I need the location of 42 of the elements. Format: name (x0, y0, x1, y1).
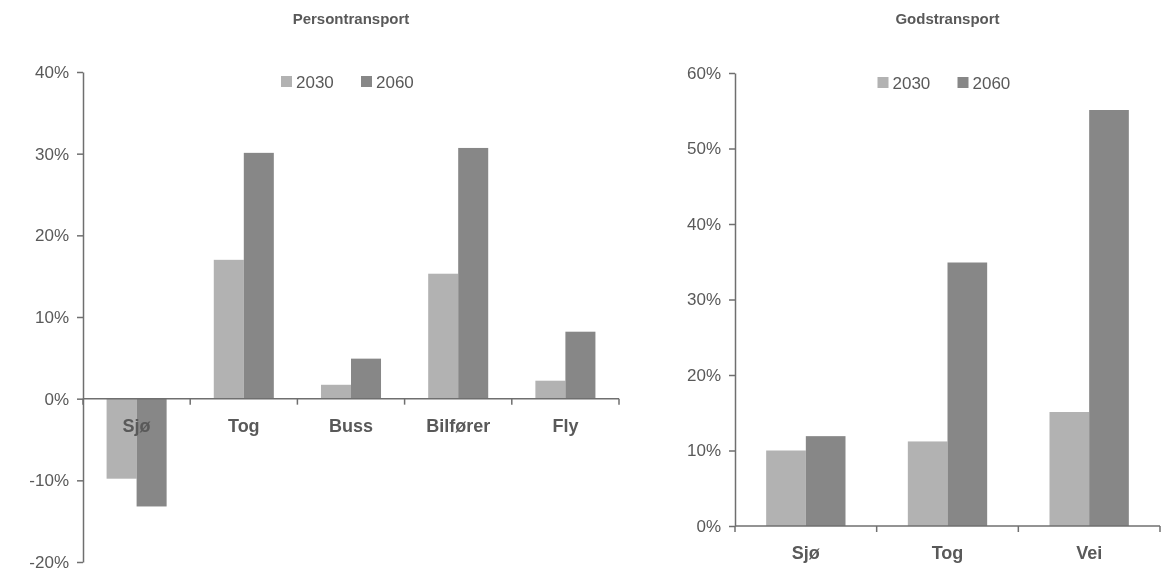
y-tick-label: 40% (686, 214, 721, 234)
bar (458, 147, 489, 399)
bar (947, 262, 988, 526)
chart-title: Godstransport (895, 10, 1000, 27)
bar (1049, 412, 1090, 526)
x-tick-label: Buss (328, 415, 374, 436)
x-tick-label: Bilfører (426, 415, 491, 436)
bar (213, 259, 244, 399)
x-tick-label: Vei (1076, 543, 1103, 563)
legend-label: 2030 (296, 73, 334, 92)
bar (535, 380, 566, 399)
x-tick-label: Tog (227, 415, 260, 436)
y-tick-label: 50% (686, 139, 721, 159)
y-tick-label: 30% (34, 144, 69, 164)
legend-label: 2060 (376, 73, 414, 92)
bar (428, 273, 459, 399)
x-tick-label: Sjø (791, 543, 820, 563)
y-tick-label: 0% (44, 389, 69, 409)
y-tick-label: 30% (686, 290, 721, 310)
legend-label: 2060 (972, 74, 1011, 93)
y-tick-label: 0% (696, 516, 721, 536)
y-tick-label: -20% (29, 552, 69, 572)
bar (351, 358, 382, 399)
x-tick-label: Sjø (122, 415, 151, 436)
bar (1089, 110, 1129, 526)
x-tick-label: Fly (552, 415, 579, 436)
y-tick-label: 10% (34, 307, 69, 327)
bar (320, 384, 351, 399)
y-tick-label: 60% (686, 63, 721, 83)
y-tick-label: 20% (686, 365, 721, 385)
chart-title: Persontransport (292, 10, 410, 27)
legend-label: 2030 (892, 74, 931, 93)
bar (565, 331, 596, 399)
y-tick-label: 40% (34, 62, 69, 82)
y-tick-label: 10% (686, 441, 721, 461)
bar (805, 436, 846, 526)
x-tick-label: Tog (931, 543, 964, 563)
y-tick-label: -10% (29, 471, 69, 491)
y-tick-label: 20% (34, 226, 69, 246)
bar (907, 441, 948, 526)
bar (243, 152, 274, 399)
bar (766, 450, 806, 526)
